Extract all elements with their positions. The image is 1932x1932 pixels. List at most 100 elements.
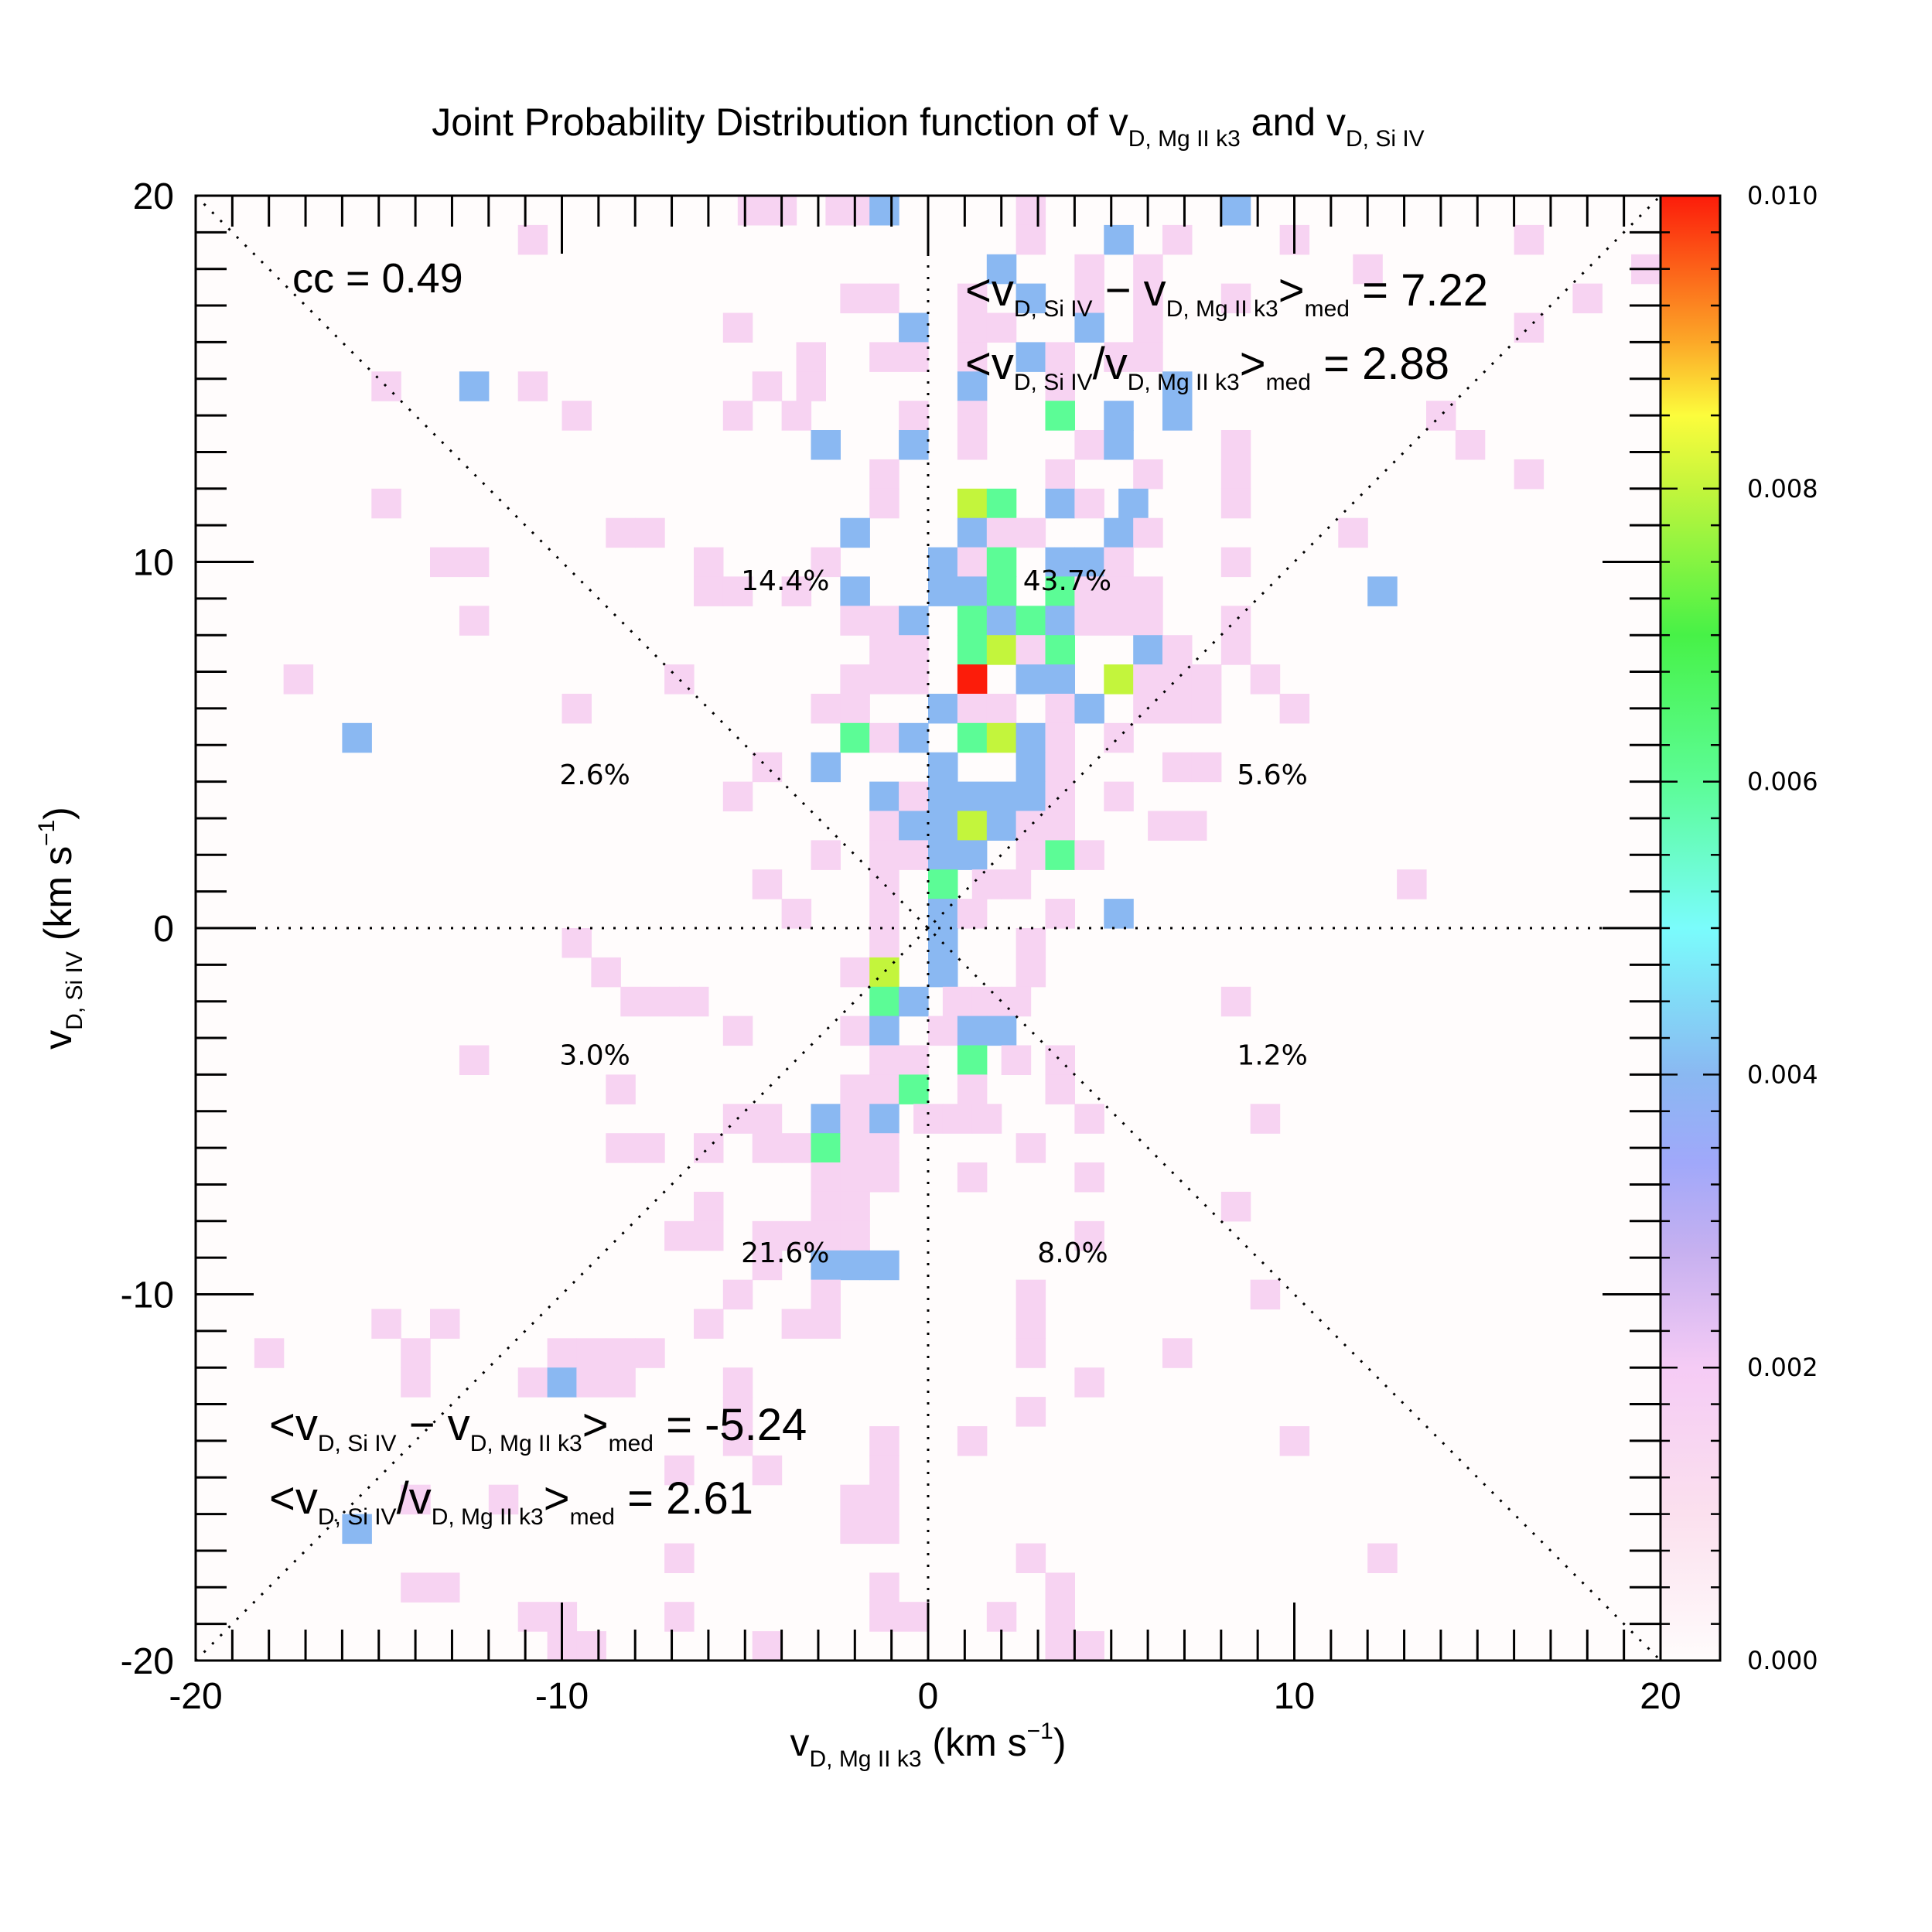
heatmap-bin bbox=[1015, 664, 1046, 695]
heatmap-bin bbox=[957, 401, 988, 431]
heatmap-bin bbox=[957, 1045, 988, 1075]
heatmap-bin bbox=[869, 986, 899, 1017]
heatmap-bin bbox=[1162, 371, 1193, 401]
heatmap-bin bbox=[869, 928, 899, 958]
heatmap-bin bbox=[899, 811, 929, 841]
y-tick-label: -10 bbox=[121, 1275, 174, 1316]
heatmap-bin bbox=[1104, 430, 1134, 460]
heatmap-bin bbox=[1045, 1074, 1075, 1104]
heatmap-bin bbox=[1162, 224, 1193, 255]
heatmap-bin bbox=[1045, 664, 1075, 695]
heatmap-bin bbox=[869, 606, 899, 636]
heatmap-bin bbox=[1015, 781, 1046, 812]
heatmap-bin bbox=[1104, 606, 1134, 636]
heatmap-bin bbox=[957, 722, 988, 753]
heatmap-bin bbox=[840, 1133, 870, 1163]
heatmap-bin bbox=[986, 781, 1017, 812]
heatmap-bin bbox=[869, 869, 899, 899]
sector-percentage: 1.2% bbox=[1237, 1039, 1307, 1071]
heatmap-bin bbox=[1191, 664, 1222, 695]
heatmap-bin bbox=[1133, 576, 1163, 606]
heatmap-bin bbox=[840, 957, 870, 988]
heatmap-bin bbox=[371, 488, 401, 519]
heatmap-bin bbox=[811, 752, 841, 783]
heatmap-bin bbox=[752, 752, 783, 783]
heatmap-bin bbox=[811, 840, 841, 870]
heatmap-bin bbox=[899, 635, 929, 665]
heatmap-bin bbox=[1045, 488, 1075, 519]
heatmap-bin bbox=[1015, 722, 1046, 753]
heatmap-bin bbox=[1074, 1220, 1104, 1251]
heatmap-bin bbox=[811, 1220, 841, 1251]
upper-stat-difference: <vD, Si IV − vD, Mg II k3>med = 7.22 bbox=[965, 265, 1488, 322]
heatmap-bin bbox=[928, 811, 958, 841]
heatmap-bin bbox=[957, 811, 988, 841]
sector-percentage: 2.6% bbox=[559, 759, 630, 791]
heatmap-bin bbox=[1015, 1338, 1046, 1368]
heatmap-bin bbox=[1015, 752, 1046, 783]
heatmap-bin bbox=[1074, 254, 1104, 285]
heatmap-bin bbox=[840, 517, 870, 548]
heatmap-bin bbox=[811, 430, 841, 460]
heatmap-bin bbox=[986, 722, 1017, 753]
heatmap-bin bbox=[664, 664, 695, 695]
heatmap-bin bbox=[869, 488, 899, 519]
heatmap-bin bbox=[1220, 635, 1251, 665]
heatmap-bin bbox=[722, 576, 753, 606]
heatmap-bin bbox=[840, 1162, 870, 1193]
heatmap-bin bbox=[869, 722, 899, 753]
heatmap-bin bbox=[811, 1309, 841, 1339]
colorbar-frame bbox=[1659, 194, 1722, 1662]
heatmap-bin bbox=[928, 1015, 958, 1046]
heatmap-bin bbox=[1104, 517, 1134, 548]
heatmap-bin bbox=[722, 1367, 753, 1398]
heatmap-bin bbox=[1001, 986, 1032, 1017]
heatmap-bin bbox=[957, 899, 988, 929]
heatmap-bin bbox=[752, 869, 783, 899]
heatmap-bin bbox=[1045, 811, 1075, 841]
colorbar: 0.000 0.002 0.004 0.006 0.008 0.010 bbox=[1659, 181, 1818, 1675]
heatmap-bin bbox=[869, 1602, 899, 1632]
colorbar-label: 0.010 bbox=[1747, 181, 1818, 210]
heatmap-bin bbox=[606, 1074, 636, 1104]
heatmap-bin bbox=[517, 1602, 548, 1632]
heatmap-bin bbox=[1572, 283, 1603, 314]
heatmap-bin bbox=[1133, 606, 1163, 636]
heatmap-bin bbox=[1104, 401, 1134, 431]
x-tick-label: -20 bbox=[169, 1676, 222, 1717]
heatmap-bin bbox=[1015, 928, 1046, 958]
heatmap-bin bbox=[781, 1133, 812, 1163]
heatmap-bin bbox=[488, 1484, 519, 1515]
heatmap-bin bbox=[1162, 1338, 1193, 1368]
heatmap-bin bbox=[957, 283, 988, 314]
heatmap-bin bbox=[840, 664, 870, 695]
y-axis-label: vD, Si IV (km s−1) bbox=[34, 807, 87, 1050]
heatmap-bin bbox=[430, 1572, 460, 1603]
heatmap-bin bbox=[635, 517, 665, 548]
heatmap-bin bbox=[971, 869, 1002, 899]
heatmap-bin bbox=[1133, 459, 1163, 490]
heatmap-bin bbox=[781, 899, 812, 929]
x-tick-labels: -20 -10 0 10 20 bbox=[169, 1676, 1681, 1717]
heatmap-bin bbox=[869, 811, 899, 841]
heatmap-bin bbox=[1162, 694, 1193, 724]
heatmap-bin bbox=[957, 606, 988, 636]
heatmap-bin bbox=[811, 1250, 841, 1281]
heatmap-bin bbox=[1045, 1602, 1075, 1632]
heatmap-bin bbox=[840, 1220, 870, 1251]
heatmap-bin bbox=[562, 694, 592, 724]
heatmap-bin bbox=[1045, 694, 1075, 724]
heatmap-bin bbox=[1074, 606, 1104, 636]
heatmap-bin bbox=[1220, 488, 1251, 519]
heatmap-bin bbox=[869, 781, 899, 812]
sector-percentage: 14.4% bbox=[741, 565, 829, 597]
heatmap-bin bbox=[342, 1514, 372, 1545]
heatmap-bin bbox=[1133, 635, 1163, 665]
lower-stats: <vD, Si IV − vD, Mg II k3>med = -5.24 <v… bbox=[269, 1400, 807, 1530]
heatmap-bin bbox=[722, 1015, 753, 1046]
heatmap-bin bbox=[1162, 635, 1193, 665]
heatmap-bin bbox=[664, 1602, 695, 1632]
heatmap-bin bbox=[796, 371, 826, 401]
heatmap-bin bbox=[1045, 547, 1075, 578]
heatmap-bin bbox=[1015, 606, 1046, 636]
